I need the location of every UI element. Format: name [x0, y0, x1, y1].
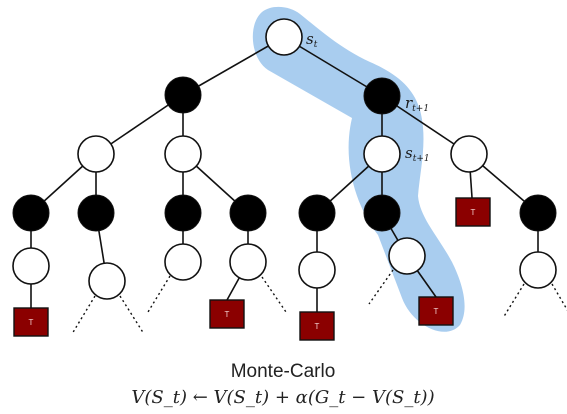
label-r-t1: rt+1 [405, 94, 429, 114]
state-node [164, 135, 202, 173]
action-node [298, 194, 336, 232]
state-node [77, 135, 115, 173]
action-node [77, 194, 115, 232]
action-node [12, 194, 50, 232]
action-nodes [12, 76, 557, 232]
terminal-node: T [418, 296, 454, 326]
state-node [164, 243, 202, 281]
state-node [229, 243, 267, 281]
action-node [164, 194, 202, 232]
terminal-node: T [299, 311, 335, 341]
label-s-t1: st+1 [405, 144, 430, 164]
action-node [519, 194, 557, 232]
terminal-node: T [13, 307, 49, 337]
terminal-label: T [471, 208, 476, 217]
action-node [363, 77, 401, 115]
terminal-label: T [434, 307, 439, 316]
state-node-next [363, 135, 401, 173]
terminal-node: T [209, 299, 245, 329]
caption-equation: V(S_t) ← V(S_t) + α(G_t − V(S_t)) [131, 387, 434, 408]
action-node [229, 194, 267, 232]
terminal-label: T [315, 322, 320, 331]
state-node [88, 262, 126, 300]
state-node [298, 251, 336, 289]
state-node-root [265, 18, 303, 56]
terminal-node: T [455, 197, 491, 227]
state-node [519, 251, 557, 289]
terminal-nodes: T T T T T [13, 197, 491, 341]
state-node [388, 237, 426, 275]
terminal-label: T [225, 310, 230, 319]
action-node [363, 194, 401, 232]
state-node [450, 135, 488, 173]
action-node [164, 76, 202, 114]
caption-title: Monte-Carlo [231, 361, 336, 382]
continuation-edges [71, 269, 567, 335]
state-nodes [12, 18, 557, 300]
label-s-t: st [306, 30, 318, 50]
state-node [12, 247, 50, 285]
terminal-label: T [29, 318, 34, 327]
